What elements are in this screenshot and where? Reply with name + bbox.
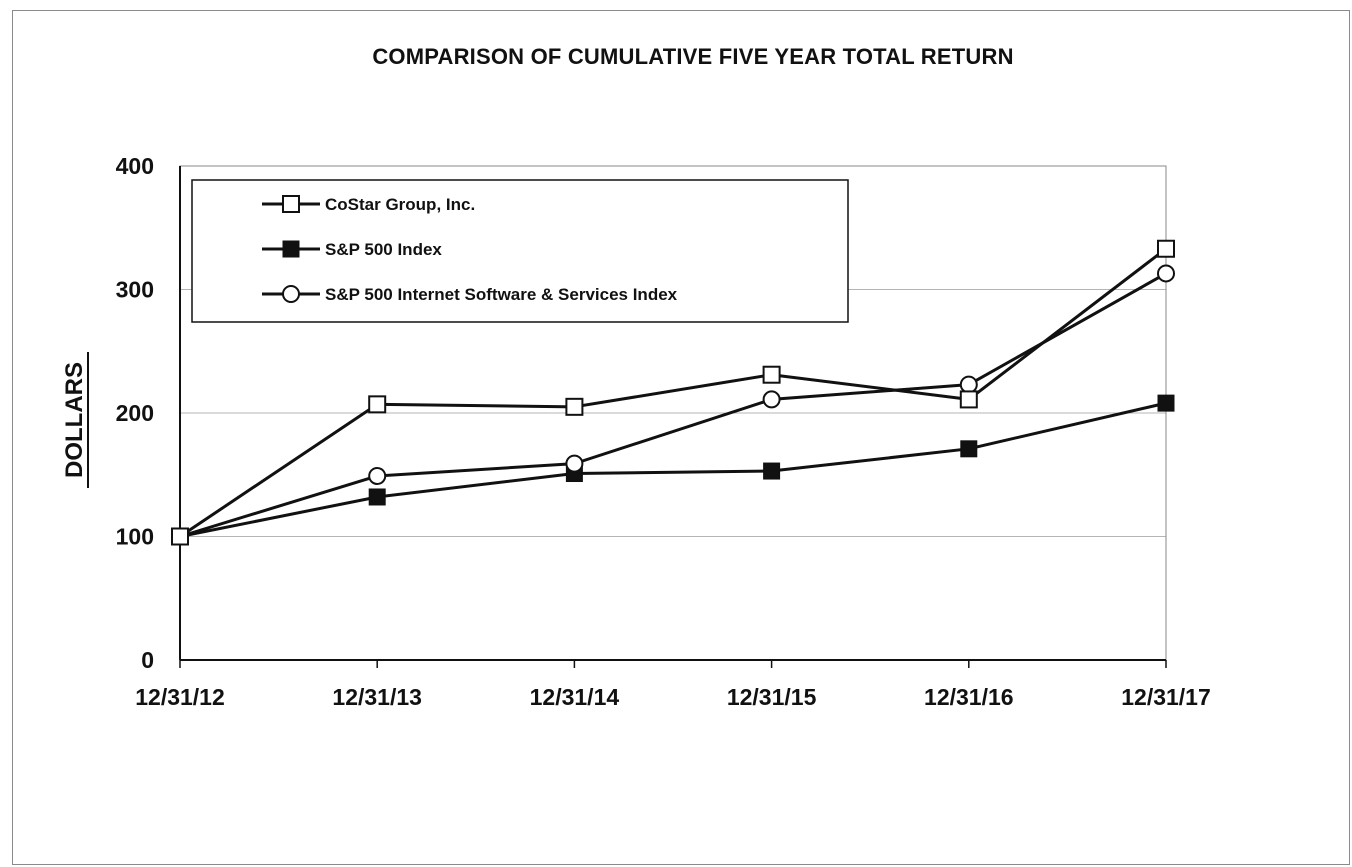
chart-frame [12, 10, 1350, 865]
series-line-1 [179, 401, 1167, 538]
data-point-series-2 [762, 390, 781, 409]
x-tick-label: 12/31/13 [332, 684, 422, 710]
y-tick-label: 400 [116, 153, 154, 179]
legend: CoStar Group, Inc. S&P 500 Index S&P 500 I… [191, 179, 849, 323]
y-tick-label: 0 [141, 647, 154, 673]
data-point-series-0 [368, 395, 387, 414]
tick-labels: 0 100 200 300 400 12/31/12 12/31/13 12/31/14 12/… [116, 153, 1211, 710]
data-point-series-2 [959, 375, 978, 394]
y-axis-label: DOLLARS [61, 362, 88, 478]
data-point-series-1 [368, 488, 386, 506]
data-point-series-0 [565, 397, 584, 416]
data-point-series-0 [1157, 239, 1175, 258]
data-point-series-0 [171, 527, 189, 546]
data-point-series-1 [1157, 394, 1175, 412]
legend-label: S&P 500 Internet Software & Services Ind… [325, 285, 678, 304]
series-lines [179, 247, 1167, 538]
x-tick-label: 12/31/15 [727, 684, 817, 710]
axes [179, 166, 1167, 668]
x-tick-label: 12/31/12 [135, 684, 225, 710]
series-markers [171, 239, 1175, 546]
x-tick-label: 12/31/14 [530, 684, 620, 710]
data-point-series-0 [762, 365, 781, 384]
data-point-series-2 [565, 454, 584, 473]
data-point-series-1 [763, 462, 781, 480]
y-tick-label: 300 [116, 277, 154, 303]
legend-marker [282, 285, 300, 303]
legend-label: CoStar Group, Inc. [325, 195, 475, 214]
legend-marker [282, 240, 300, 258]
data-point-series-2 [1157, 264, 1175, 283]
x-tick-label: 12/31/16 [924, 684, 1014, 710]
legend-label: S&P 500 Index [325, 240, 442, 259]
y-tick-label: 100 [116, 524, 154, 550]
chart-title: COMPARISON OF CUMULATIVE FIVE YEAR TOTAL… [372, 44, 1014, 69]
legend-marker [282, 195, 300, 213]
x-tick-label: 12/31/17 [1121, 684, 1211, 710]
y-axis-label-wrapper: DOLLARS [61, 352, 89, 488]
data-point-series-2 [368, 466, 387, 485]
series-line-2 [179, 272, 1167, 538]
data-point-series-1 [960, 440, 978, 458]
data-point-series-0 [959, 390, 978, 409]
y-axis-label-group: DOLLARS [61, 352, 89, 488]
series-line-0 [179, 247, 1167, 538]
y-tick-label: 200 [116, 400, 154, 426]
